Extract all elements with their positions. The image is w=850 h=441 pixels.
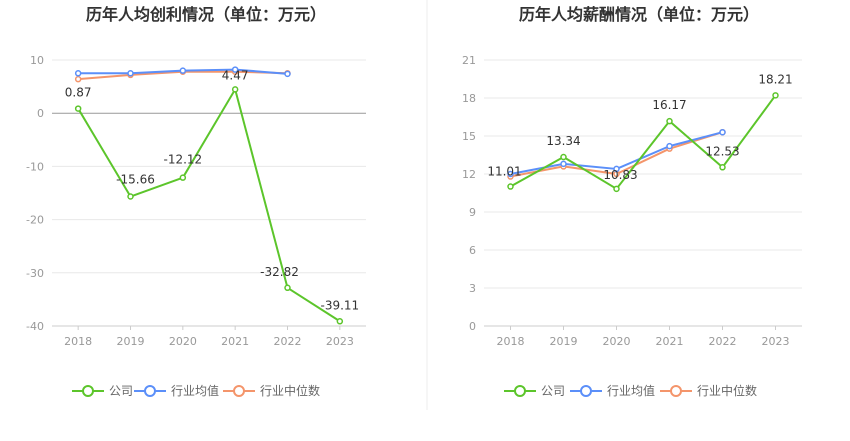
- data-label: 18.21: [758, 72, 792, 86]
- y-tick-label: -30: [26, 267, 44, 280]
- y-tick-label: -10: [26, 160, 44, 173]
- data-point-industry-mean: [74, 70, 82, 77]
- data-point-company: [772, 92, 779, 99]
- legend-swatch-marker: [580, 385, 592, 397]
- chart-title: 历年人均薪酬情况（单位：万元）: [519, 5, 759, 24]
- data-label: -15.66: [116, 173, 155, 187]
- legend-swatch-marker: [514, 385, 526, 397]
- x-tick-label: 2022: [709, 335, 737, 348]
- data-label: -32.82: [260, 265, 299, 279]
- data-point-company: [336, 318, 344, 325]
- data-label: 0.87: [65, 86, 92, 100]
- x-tick-label: 2019: [550, 335, 578, 348]
- legend-swatch-marker: [144, 385, 156, 397]
- data-point-industry-mean: [284, 70, 291, 78]
- data-point-industry-median: [74, 75, 82, 83]
- data-label: 13.34: [546, 134, 580, 148]
- x-tick-label: 2023: [762, 335, 790, 348]
- data-label: -12.12: [163, 153, 202, 167]
- y-tick-label: 3: [469, 282, 476, 295]
- data-point-industry-mean: [231, 66, 239, 73]
- legend-label: 行业中位数: [697, 383, 757, 398]
- y-tick-label: -40: [26, 320, 44, 333]
- data-point-company: [284, 284, 291, 292]
- data-point-company: [127, 193, 134, 200]
- data-point-industry-mean: [127, 70, 134, 77]
- data-label: 12.53: [705, 144, 739, 158]
- series-line-company: [510, 94, 777, 190]
- data-point-industry-mean: [560, 160, 567, 168]
- legend-label: 行业均值: [171, 383, 219, 398]
- y-tick-label: 9: [469, 206, 476, 219]
- data-label: 4.47: [222, 68, 249, 82]
- legend-swatch-marker: [233, 385, 245, 397]
- data-point-company: [179, 174, 187, 181]
- legend-swatch-marker: [670, 385, 682, 397]
- data-point-industry-mean: [719, 128, 726, 136]
- data-point-company: [507, 183, 514, 190]
- data-point-industry-mean: [179, 67, 187, 74]
- y-tick-label: 0: [37, 107, 44, 120]
- data-point-industry-mean: [613, 165, 620, 173]
- y-tick-label: 18: [462, 92, 476, 105]
- data-point-industry-mean: [507, 170, 514, 178]
- data-point-company: [666, 117, 673, 125]
- x-tick-label: 2021: [221, 335, 249, 348]
- legend-swatch-marker: [82, 385, 94, 397]
- data-point-company: [231, 86, 239, 93]
- x-tick-label: 2022: [274, 335, 302, 348]
- y-tick-label: 21: [462, 54, 476, 67]
- data-label: -39.11: [320, 298, 359, 312]
- data-label: 16.17: [652, 98, 686, 112]
- y-tick-label: 15: [462, 130, 476, 143]
- data-label: 11.01: [487, 165, 521, 179]
- x-tick-label: 2018: [64, 335, 92, 348]
- data-point-industry-mean: [666, 142, 673, 150]
- y-tick-label: 0: [469, 320, 476, 333]
- chart-title: 历年人均创利情况（单位：万元）: [86, 5, 326, 24]
- data-point-company: [719, 164, 726, 171]
- data-point-company: [74, 105, 82, 112]
- legend-label: 公司: [109, 384, 133, 398]
- y-tick-label: 12: [462, 168, 476, 181]
- legend-label: 公司: [541, 384, 565, 398]
- legend-label: 行业均值: [607, 383, 655, 398]
- chart-salary-per-capita: 历年人均薪酬情况（单位：万元） 21 18 15 12 9 6 3 0 2018 2019 2020 2…: [462, 5, 802, 398]
- y-tick-label: -20: [26, 214, 44, 227]
- chart-profit-per-capita: 历年人均创利情况（单位：万元） 10 0 -10 -20 -30 -40 2018 2019 20…: [26, 5, 366, 398]
- x-tick-label: 2021: [656, 335, 684, 348]
- x-tick-label: 2020: [169, 335, 197, 348]
- data-label: 10.83: [603, 168, 637, 182]
- x-tick-label: 2018: [497, 335, 525, 348]
- x-tick-label: 2020: [603, 335, 631, 348]
- series-line-company: [77, 88, 341, 323]
- x-tick-label: 2023: [326, 335, 354, 348]
- x-tick-label: 2019: [117, 335, 145, 348]
- y-tick-label: 6: [469, 244, 476, 257]
- data-point-company: [613, 185, 620, 193]
- y-tick-label: 10: [30, 54, 44, 67]
- legend-label: 行业中位数: [260, 383, 320, 398]
- data-point-company: [560, 153, 567, 161]
